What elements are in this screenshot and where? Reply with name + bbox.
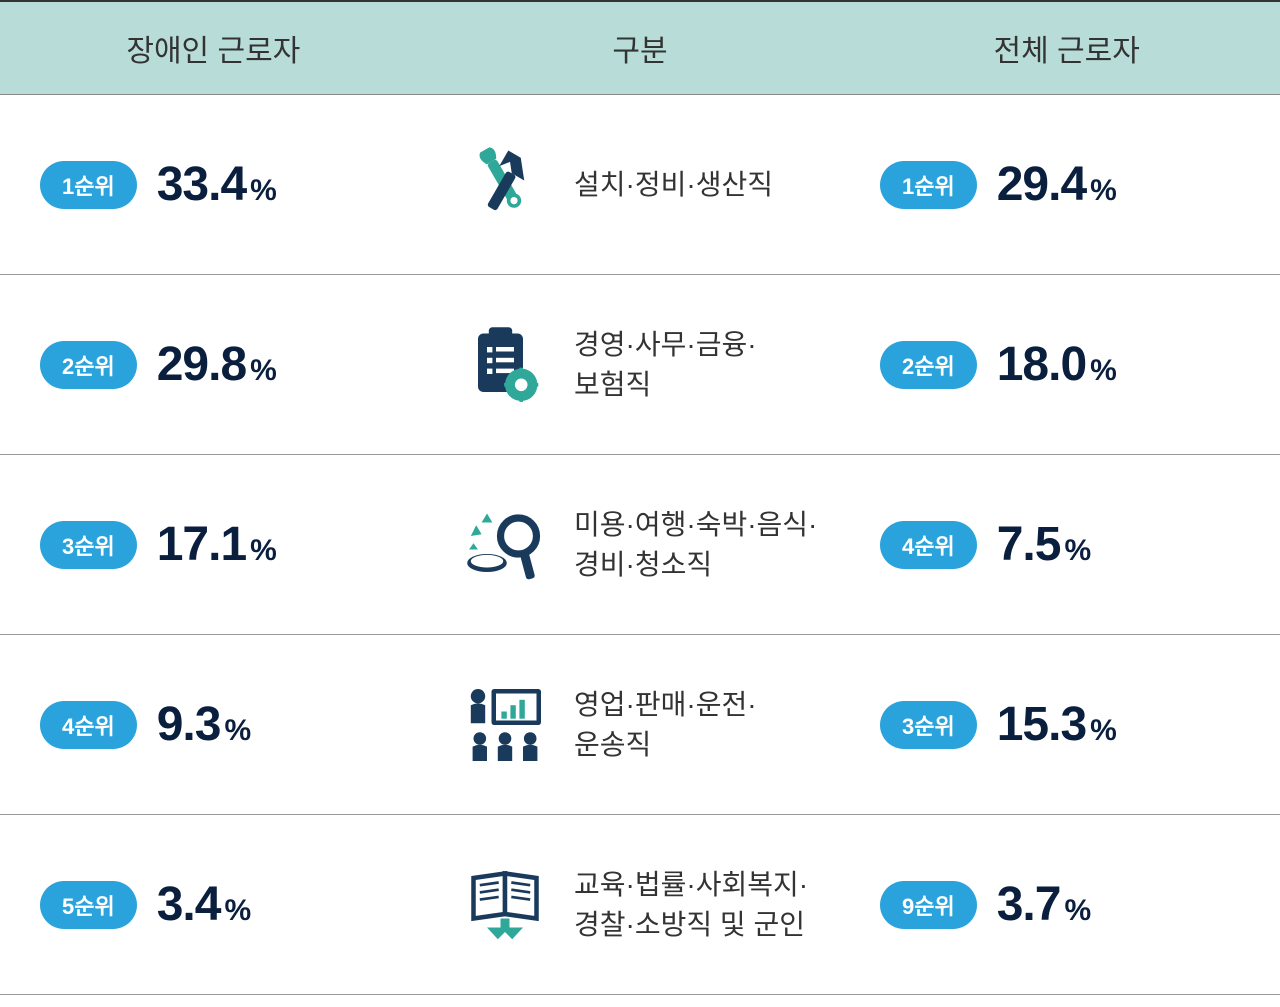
- left-rank-badge: 4순위: [40, 701, 137, 749]
- percent-sign: %: [1090, 174, 1117, 208]
- col-right: 1순위 29.4 %: [840, 157, 1280, 212]
- left-percent: 29.8 %: [157, 337, 277, 392]
- row-3: 4순위 9.3 % 영업·판매·운전·운송직 3순위: [0, 635, 1280, 815]
- right-value: 7.5: [997, 517, 1061, 572]
- left-value: 29.8: [157, 337, 246, 392]
- left-rank-badge: 3순위: [40, 521, 137, 569]
- right-value: 29.4: [997, 157, 1086, 212]
- tools-icon: [460, 140, 550, 230]
- right-rank-badge: 9순위: [880, 881, 977, 929]
- left-value: 3.4: [157, 877, 221, 932]
- percent-sign: %: [250, 534, 277, 568]
- col-center: 교육·법률·사회복지·경찰·소방직 및 군인: [440, 860, 840, 950]
- right-percent: 15.3 %: [997, 697, 1117, 752]
- percent-sign: %: [250, 174, 277, 208]
- category-label: 경영·사무·금융·보험직: [574, 325, 757, 403]
- col-right: 2순위 18.0 %: [840, 337, 1280, 392]
- col-left: 2순위 29.8 %: [0, 337, 440, 392]
- left-rank-badge: 1순위: [40, 161, 137, 209]
- col-left: 4순위 9.3 %: [0, 697, 440, 752]
- book-icon: [460, 860, 550, 950]
- row-2: 3순위 17.1 % 미용·여행·숙박·음식·경비·청소직 4순위 7.5 %: [0, 455, 1280, 635]
- right-rank-badge: 2순위: [880, 341, 977, 389]
- left-rank-badge: 2순위: [40, 341, 137, 389]
- right-rank-badge: 1순위: [880, 161, 977, 209]
- left-percent: 9.3 %: [157, 697, 251, 752]
- header-row: 장애인 근로자 구분 전체 근로자: [0, 0, 1280, 95]
- left-value: 17.1: [157, 517, 246, 572]
- col-left: 1순위 33.4 %: [0, 157, 440, 212]
- col-right: 3순위 15.3 %: [840, 697, 1280, 752]
- col-center: 경영·사무·금융·보험직: [440, 320, 840, 410]
- header-center: 구분: [427, 2, 854, 94]
- category-label: 영업·판매·운전·운송직: [574, 685, 757, 763]
- right-percent: 29.4 %: [997, 157, 1117, 212]
- right-value: 3.7: [997, 877, 1061, 932]
- left-percent: 33.4 %: [157, 157, 277, 212]
- col-right: 4순위 7.5 %: [840, 517, 1280, 572]
- col-center: 미용·여행·숙박·음식·경비·청소직: [440, 500, 840, 590]
- right-value: 15.3: [997, 697, 1086, 752]
- header-left: 장애인 근로자: [0, 2, 427, 94]
- left-percent: 3.4 %: [157, 877, 251, 932]
- header-right: 전체 근로자: [853, 2, 1280, 94]
- percent-sign: %: [1064, 894, 1091, 928]
- beauty-icon: [460, 500, 550, 590]
- right-percent: 18.0 %: [997, 337, 1117, 392]
- right-rank-badge: 3순위: [880, 701, 977, 749]
- col-left: 5순위 3.4 %: [0, 877, 440, 932]
- category-label: 교육·법률·사회복지·경찰·소방직 및 군인: [574, 865, 808, 943]
- right-rank-badge: 4순위: [880, 521, 977, 569]
- right-percent: 7.5 %: [997, 517, 1091, 572]
- percent-sign: %: [250, 354, 277, 388]
- percent-sign: %: [1064, 534, 1091, 568]
- clipboard-icon: [460, 320, 550, 410]
- percent-sign: %: [224, 714, 251, 748]
- left-value: 33.4: [157, 157, 246, 212]
- left-rank-badge: 5순위: [40, 881, 137, 929]
- row-1: 2순위 29.8 % 경영·사무·금융·보험직 2순위: [0, 275, 1280, 455]
- row-0: 1순위 33.4 % 설치·정비·생산직 1순위 29.4: [0, 95, 1280, 275]
- percent-sign: %: [224, 894, 251, 928]
- category-label: 설치·정비·생산직: [574, 165, 773, 204]
- percent-sign: %: [1090, 714, 1117, 748]
- col-center: 영업·판매·운전·운송직: [440, 680, 840, 770]
- row-4: 5순위 3.4 % 교육·법률·사회복지·경찰·소방직 및 군인 9순위 3.7: [0, 815, 1280, 995]
- col-center: 설치·정비·생산직: [440, 140, 840, 230]
- col-left: 3순위 17.1 %: [0, 517, 440, 572]
- col-right: 9순위 3.7 %: [840, 877, 1280, 932]
- presentation-icon: [460, 680, 550, 770]
- comparison-table: 장애인 근로자 구분 전체 근로자 1순위 33.4 % 설치: [0, 0, 1280, 995]
- left-value: 9.3: [157, 697, 221, 752]
- right-percent: 3.7 %: [997, 877, 1091, 932]
- left-percent: 17.1 %: [157, 517, 277, 572]
- category-label: 미용·여행·숙박·음식·경비·청소직: [574, 505, 817, 583]
- right-value: 18.0: [997, 337, 1086, 392]
- percent-sign: %: [1090, 354, 1117, 388]
